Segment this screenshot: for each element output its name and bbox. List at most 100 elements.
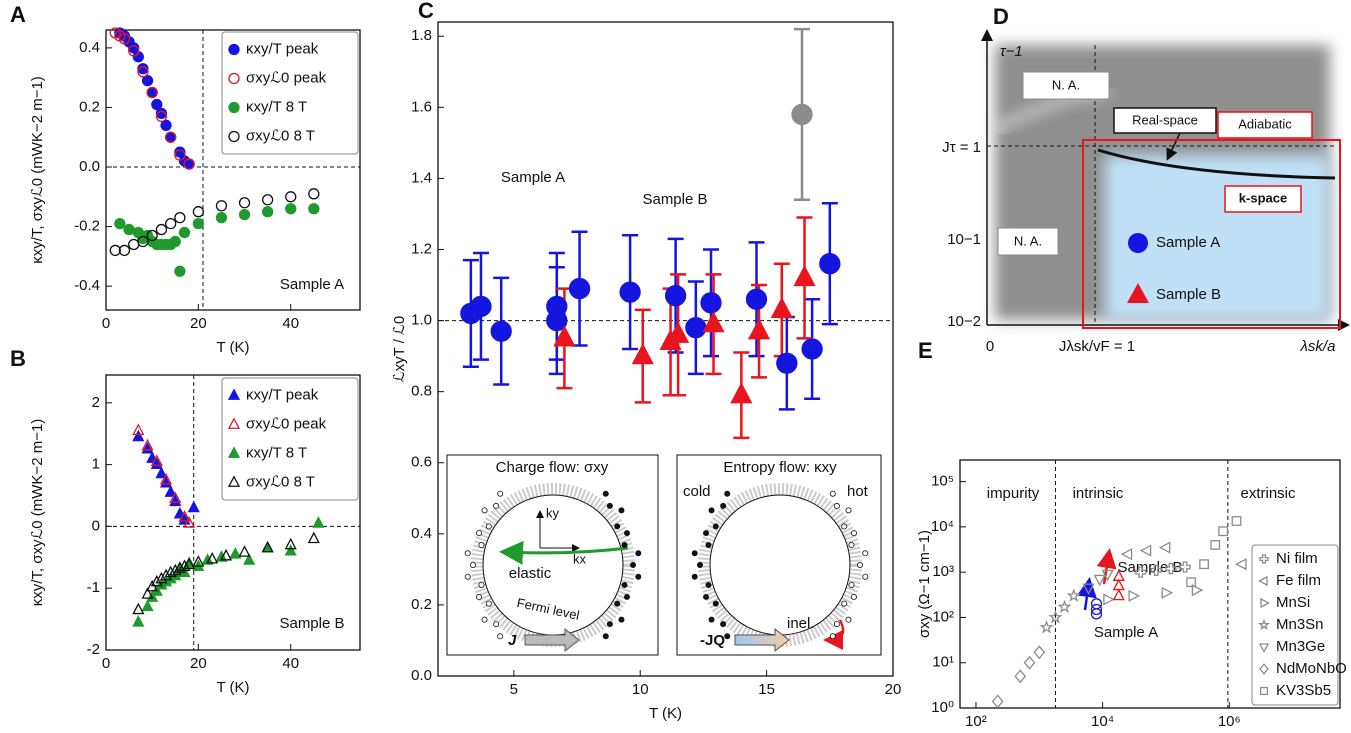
annotation: Sample A — [1094, 624, 1158, 641]
x-tick-label: 10 — [632, 681, 649, 698]
marker — [1179, 561, 1191, 573]
fermi-dot — [829, 633, 836, 640]
fermi-shell — [698, 483, 862, 647]
marker — [155, 110, 168, 123]
legend-marker — [227, 475, 241, 487]
x-axis-label: T (K) — [216, 339, 249, 356]
annotation: Sample A — [501, 169, 565, 186]
marker — [169, 563, 182, 576]
fermi-dot — [485, 523, 492, 530]
y-tick-label: 0.2 — [79, 98, 100, 115]
marker — [187, 500, 200, 513]
marker — [553, 325, 576, 347]
marker — [132, 602, 145, 615]
x-tick-label: 10² — [965, 713, 987, 730]
fermi-dot — [845, 616, 852, 623]
y-tick-label: -0.4 — [74, 277, 100, 294]
marker — [1033, 645, 1046, 660]
fermi-dot — [602, 490, 609, 497]
marker — [1186, 577, 1197, 588]
legend-frame — [221, 31, 359, 155]
fermi-dot — [845, 507, 852, 514]
region-label: N. A. — [1014, 233, 1042, 248]
marker — [183, 516, 196, 528]
legend-marker — [1258, 575, 1268, 587]
marker — [150, 454, 163, 466]
marker — [685, 317, 707, 339]
legend-marker — [227, 388, 241, 400]
marker — [1139, 544, 1152, 557]
legend-label: κxy/T 8 T — [246, 444, 307, 461]
region-label: Adiabatic — [1238, 116, 1292, 131]
inelastic-arrow — [823, 619, 845, 650]
fermi-dot — [478, 542, 485, 549]
legend-marker — [1258, 643, 1270, 653]
legend-label: NdMoNbO — [1276, 660, 1347, 677]
marker — [141, 599, 154, 612]
fermi-dot — [712, 523, 719, 530]
marker — [285, 191, 297, 203]
legend-label: σxyℒ0 8 T — [246, 127, 315, 144]
annotation: impurity — [987, 485, 1040, 502]
marker — [118, 33, 131, 45]
marker — [1120, 548, 1133, 561]
x-tick-label: 10⁶ — [1218, 713, 1241, 730]
inset-label: inel. — [787, 615, 815, 632]
plot-frame — [437, 21, 894, 677]
panel-letter: A — [10, 2, 26, 27]
label-box — [1113, 107, 1217, 134]
marker — [160, 119, 172, 131]
fermi-dot — [485, 600, 492, 607]
marker — [745, 288, 768, 310]
pointer — [1166, 132, 1181, 161]
marker — [1093, 574, 1106, 587]
fermi-dot — [464, 573, 471, 580]
label-box — [1022, 71, 1110, 100]
fermi-dot — [464, 550, 471, 557]
tick-label: Jλsk/vF = 1 — [1059, 338, 1135, 355]
marker — [137, 66, 149, 78]
y-axis-label: κxy/T, σxyℒ0 (mWK−2 m−1) — [29, 76, 46, 264]
marker — [141, 587, 154, 599]
marker — [1128, 589, 1140, 602]
fermi-dot — [712, 600, 719, 607]
panel-letter: E — [918, 338, 933, 363]
y-tick-label: 0.4 — [411, 525, 432, 542]
marker — [1210, 540, 1221, 550]
marker — [114, 217, 126, 230]
tick-label: 10−1 — [947, 231, 981, 248]
marker — [1231, 516, 1242, 526]
fermi-dot — [705, 581, 712, 588]
marker — [1082, 583, 1095, 596]
marker — [229, 547, 242, 559]
marker — [159, 568, 173, 581]
inset-title: Entropy flow: κxy — [723, 459, 837, 476]
marker — [155, 466, 168, 479]
annotation: Sample B — [1117, 559, 1182, 576]
fermi-dot — [478, 581, 485, 588]
y-tick-label: 0.0 — [79, 158, 100, 175]
marker — [215, 550, 228, 562]
y-tick-label: 0 — [92, 517, 100, 534]
marker — [667, 321, 690, 343]
marker — [174, 212, 186, 224]
marker — [132, 615, 145, 627]
fermi-dot — [481, 616, 488, 623]
marker — [141, 74, 154, 87]
label-box — [1224, 185, 1302, 213]
marker — [1135, 566, 1147, 578]
legend-label: Fe film — [1276, 572, 1321, 589]
arrow — [1076, 577, 1097, 611]
boundary-curve — [1097, 148, 1336, 180]
marker — [568, 277, 591, 300]
marker — [128, 45, 140, 57]
current-arrow — [524, 627, 580, 653]
marker — [137, 235, 149, 248]
inset-label: ky — [546, 505, 560, 520]
marker — [164, 485, 177, 497]
marker — [132, 429, 145, 442]
marker — [1090, 603, 1103, 616]
marker — [128, 238, 140, 251]
inset-group: Charge flow: σxy ky kx elastic Fermi lev… — [446, 454, 882, 656]
axis-label: τ−1 — [1000, 43, 1023, 60]
